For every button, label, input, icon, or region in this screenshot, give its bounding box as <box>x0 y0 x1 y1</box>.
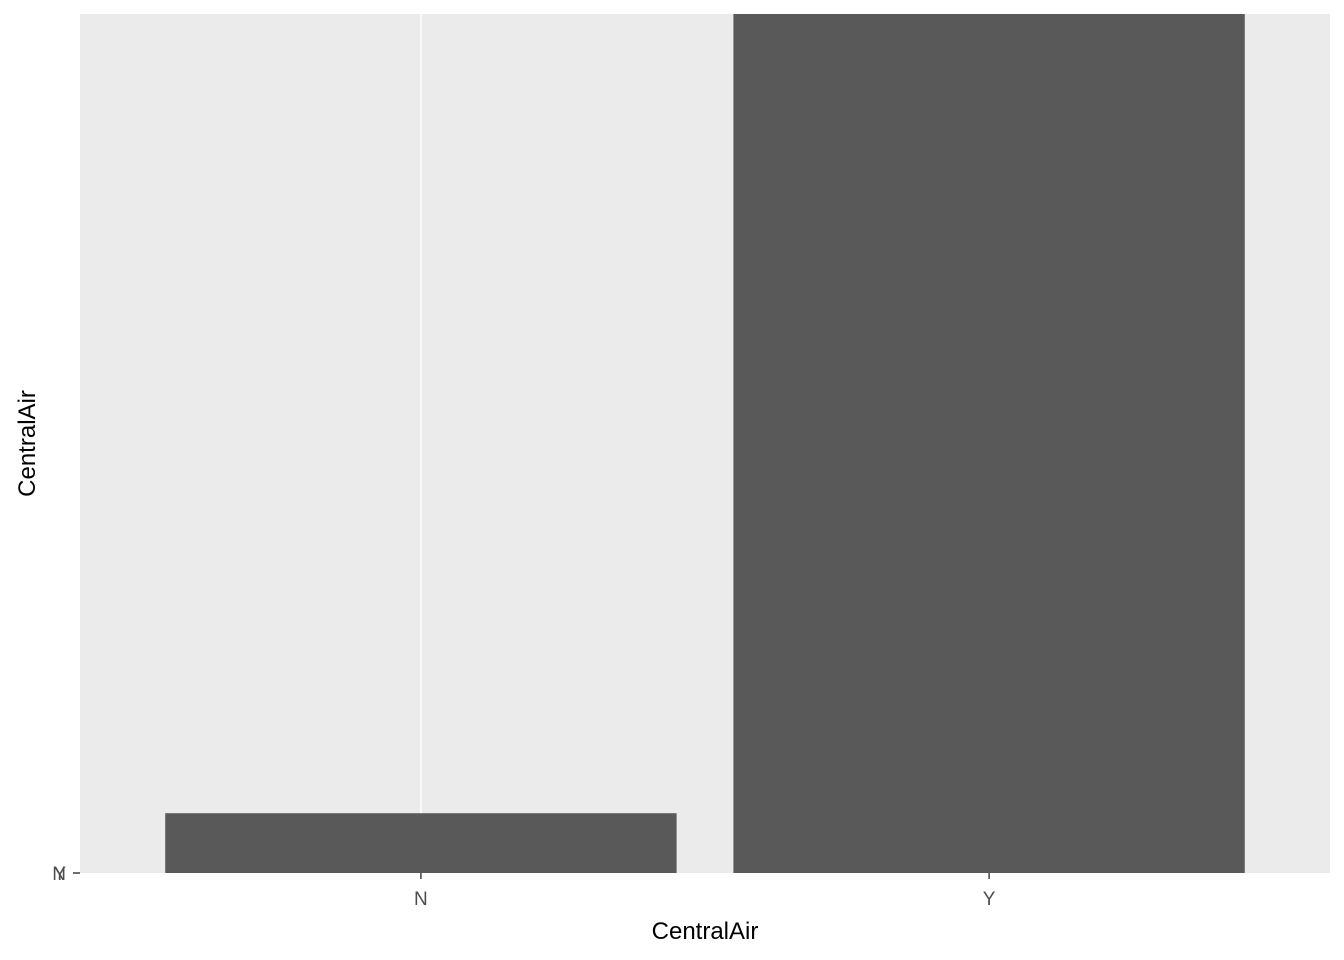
x-tick-label-y: Y <box>983 889 996 910</box>
y-axis-title: CentralAir <box>14 390 41 497</box>
bar-y <box>733 14 1245 873</box>
y-tick-label-y: Y <box>53 864 66 885</box>
bar-n <box>165 813 677 873</box>
bars <box>165 14 1245 873</box>
axes: N YNY <box>52 864 995 910</box>
x-tick-label-n: N <box>414 889 428 910</box>
y-tick-label-n: N <box>52 864 66 885</box>
x-axis-title: CentralAir <box>652 918 759 945</box>
